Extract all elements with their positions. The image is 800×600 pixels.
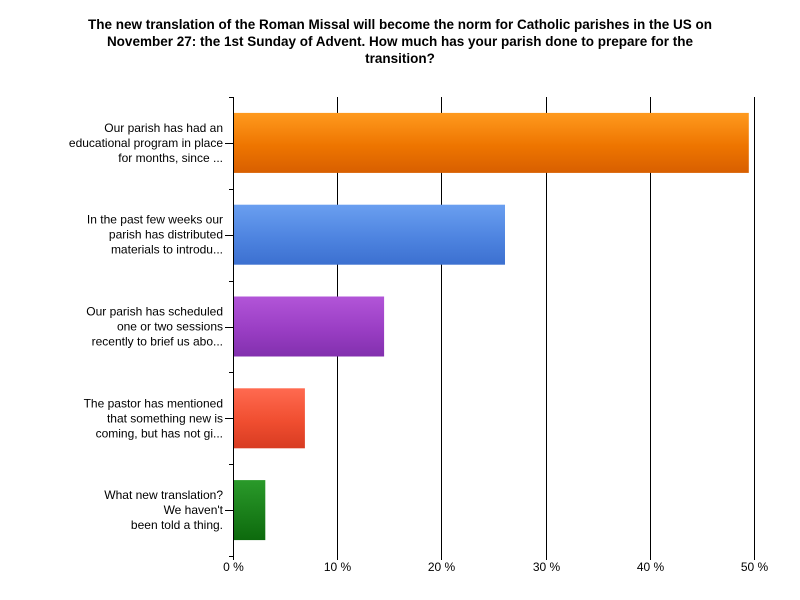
x-tick-label: 50 % <box>741 560 769 574</box>
y-axis-labels: Our parish has had an educational program… <box>69 121 224 532</box>
category-label: In the past few weeks our parish has dist… <box>87 213 223 257</box>
bar <box>234 480 266 541</box>
category-label: The pastor has mentioned that something n… <box>84 396 223 440</box>
category-label: Our parish has scheduled one or two sessi… <box>86 305 223 349</box>
bar <box>234 296 385 357</box>
x-tick-label: 20 % <box>428 560 456 574</box>
bar <box>234 112 749 173</box>
axes <box>225 97 755 560</box>
x-tick-label: 0 % <box>223 560 244 574</box>
x-tick-label: 40 % <box>637 560 665 574</box>
bar <box>234 204 505 265</box>
x-axis-labels: 0 % 10 % 20 % 30 % 40 % 50 % <box>223 560 768 574</box>
bar <box>234 388 305 449</box>
bars <box>234 112 749 541</box>
category-label: Our parish has had an educational program… <box>69 121 223 165</box>
x-tick-label: 10 % <box>324 560 352 574</box>
category-label: What new translation? We haven't been told… <box>104 488 223 532</box>
x-tick-label: 30 % <box>533 560 561 574</box>
chart-title: The new translation of the Roman Missal … <box>87 17 713 66</box>
